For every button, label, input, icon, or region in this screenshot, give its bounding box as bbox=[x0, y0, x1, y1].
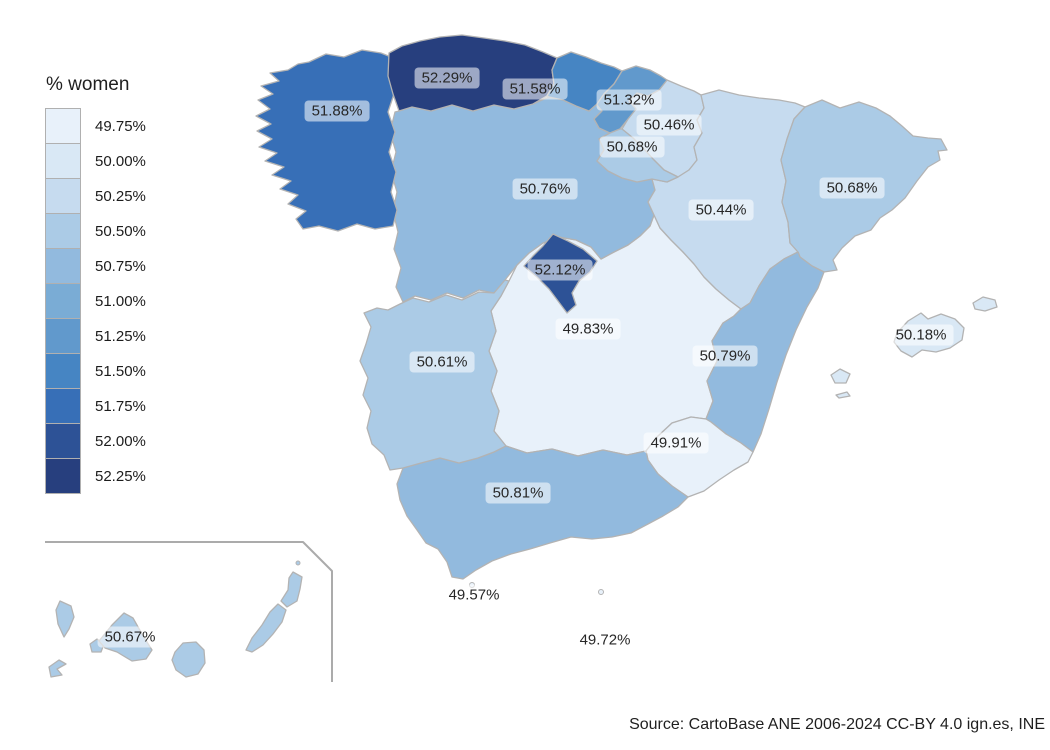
legend-label: 49.75% bbox=[95, 117, 146, 135]
region-canarias bbox=[48, 560, 303, 678]
legend-item: 51.75% bbox=[45, 388, 146, 424]
legend-item: 50.00% bbox=[45, 143, 146, 179]
canary-inset-border bbox=[45, 541, 333, 682]
legend-item: 52.00% bbox=[45, 423, 146, 459]
legend-swatch bbox=[45, 108, 81, 144]
legend-label: 51.25% bbox=[95, 327, 146, 345]
legend: % women 49.75% 50.00% 50.25% 50.50% 50.75% 51… bbox=[45, 74, 146, 494]
legend-swatch bbox=[45, 458, 81, 494]
region-melilla bbox=[598, 589, 604, 595]
legend-swatch bbox=[45, 388, 81, 424]
legend-item: 50.75% bbox=[45, 248, 146, 284]
island-la-graciosa bbox=[295, 560, 301, 566]
region-ceuta bbox=[469, 582, 475, 588]
legend-label: 51.50% bbox=[95, 362, 146, 380]
legend-label: 50.50% bbox=[95, 222, 146, 240]
legend-item: 50.50% bbox=[45, 213, 146, 249]
legend-item: 51.00% bbox=[45, 283, 146, 319]
legend-swatch bbox=[45, 213, 81, 249]
region-asturias bbox=[387, 34, 558, 112]
legend-item: 51.25% bbox=[45, 318, 146, 354]
island-ibiza bbox=[830, 368, 851, 384]
source-caption: Source: CartoBase ANE 2006-2024 CC-BY 4.… bbox=[629, 716, 1045, 733]
legend-label: 50.75% bbox=[95, 257, 146, 275]
legend-swatch bbox=[45, 283, 81, 319]
island-tenerife bbox=[98, 612, 153, 662]
legend-swatch bbox=[45, 318, 81, 354]
legend-item: 49.75% bbox=[45, 108, 146, 144]
region-baleares bbox=[830, 296, 998, 399]
island-el-hierro bbox=[48, 659, 67, 678]
legend-title: % women bbox=[46, 74, 130, 95]
legend-swatch bbox=[45, 143, 81, 179]
island-formentera bbox=[835, 391, 851, 399]
legend-label: 51.00% bbox=[95, 292, 146, 310]
island-lanzarote bbox=[280, 571, 303, 608]
legend-swatch bbox=[45, 178, 81, 214]
legend-item: 51.50% bbox=[45, 353, 146, 389]
legend-swatch bbox=[45, 353, 81, 389]
legend-items: 49.75% 50.00% 50.25% 50.50% 50.75% 51.00% 51.2… bbox=[45, 108, 146, 494]
island-la-palma bbox=[55, 600, 75, 638]
region-extremadura bbox=[359, 279, 510, 471]
region-galicia bbox=[255, 49, 398, 232]
legend-swatch bbox=[45, 248, 81, 284]
island-fuerteventura bbox=[245, 603, 287, 653]
legend-label: 51.75% bbox=[95, 397, 146, 415]
island-mallorca bbox=[893, 312, 965, 358]
region-andalucia bbox=[396, 445, 689, 580]
legend-label: 52.00% bbox=[95, 432, 146, 450]
legend-swatch bbox=[45, 423, 81, 459]
legend-item: 50.25% bbox=[45, 178, 146, 214]
legend-item: 52.25% bbox=[45, 458, 146, 494]
legend-label: 50.25% bbox=[95, 187, 146, 205]
island-menorca bbox=[972, 296, 998, 312]
legend-label: 50.00% bbox=[95, 152, 146, 170]
legend-label: 52.25% bbox=[95, 467, 146, 485]
region-cataluna bbox=[780, 99, 948, 273]
island-gran-canaria bbox=[171, 641, 206, 678]
